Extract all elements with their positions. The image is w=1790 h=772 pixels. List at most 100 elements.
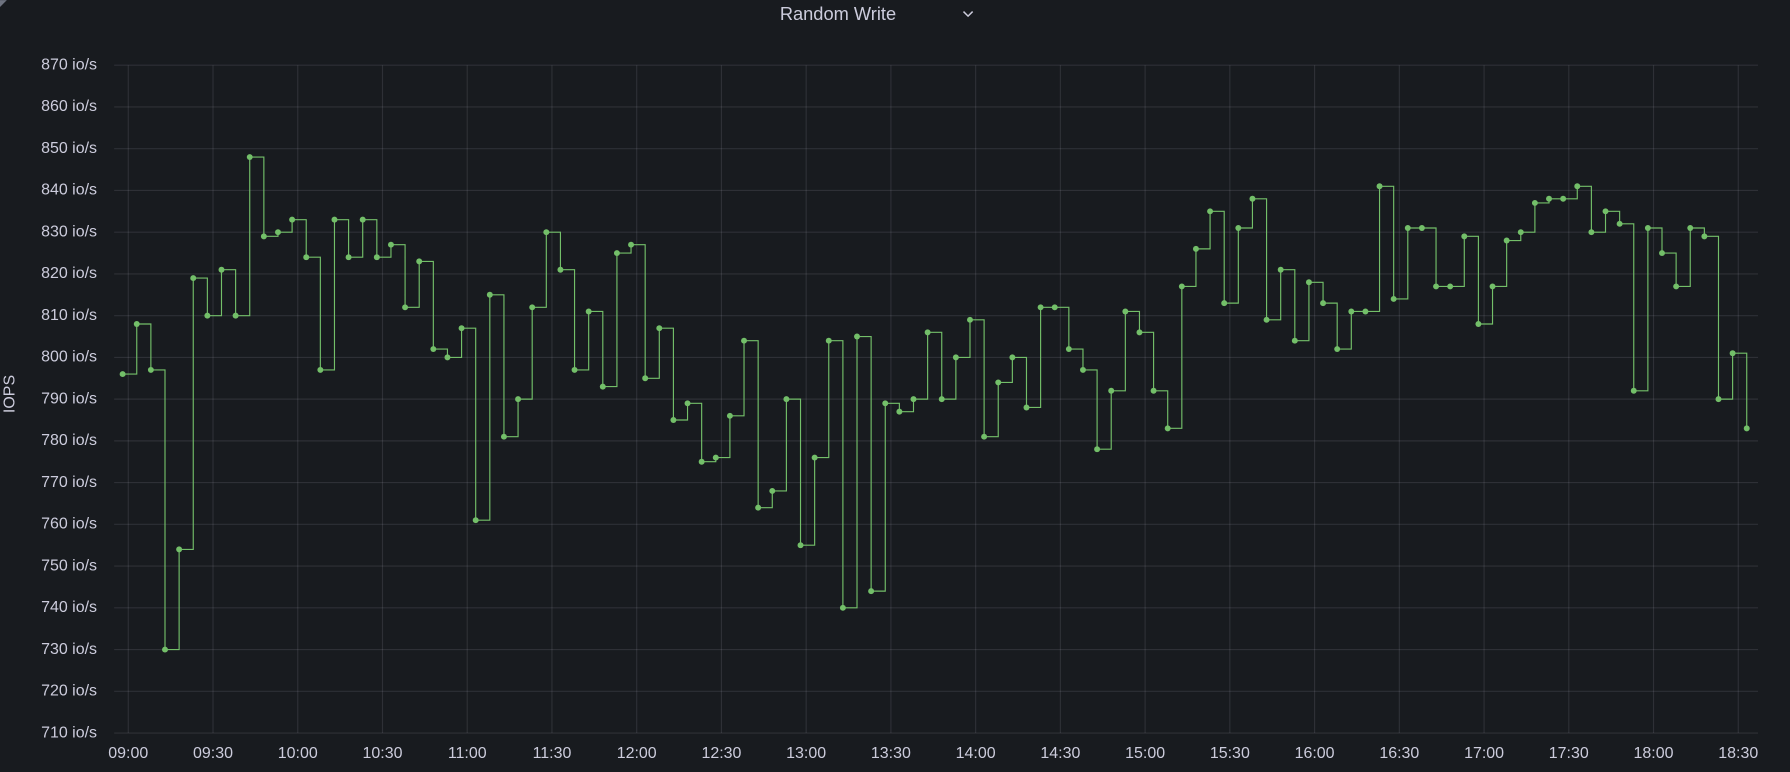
data-point [486,291,493,298]
data-point [797,542,804,549]
data-point [1404,225,1411,231]
x-tick-label: 17:30 [1549,745,1589,762]
data-point [1687,225,1694,231]
x-tick-label: 11:30 [533,745,572,762]
data-point [684,400,691,407]
data-point [1009,354,1016,361]
corner-icon [0,0,7,7]
data-point [882,400,889,407]
data-point [119,371,126,378]
x-tick-label: 10:30 [363,745,403,762]
data-point [599,383,606,390]
x-tick-label: 15:00 [1125,745,1165,762]
data-point [1150,387,1157,394]
data-point [1207,208,1214,215]
data-point [1517,229,1524,236]
data-point [1715,396,1722,403]
data-point [1433,283,1440,290]
data-point [670,417,677,423]
data-point [1080,366,1086,373]
chart-title[interactable]: Random Write [780,3,896,24]
data-point [543,229,550,236]
data-point [387,241,394,248]
data-point [1729,350,1736,357]
y-tick-label: 850 io/s [41,140,97,157]
data-point [1390,295,1397,302]
data-point [854,333,860,340]
series-line [122,156,1748,651]
y-tick-label: 790 io/s [41,390,97,407]
data-point [373,254,380,261]
data-point [190,275,197,282]
data-point [1136,329,1143,336]
data-point [1221,300,1228,307]
data-point [1334,346,1341,353]
data-point [1235,225,1242,231]
x-tick-label: 18:00 [1634,745,1674,762]
data-point [317,366,324,373]
data-point [1574,183,1581,190]
data-point [162,646,168,653]
y-tick-label: 820 io/s [41,265,97,282]
data-point [712,454,719,461]
data-point [741,337,747,344]
data-point [275,229,281,236]
y-tick-label: 730 io/s [41,641,97,658]
y-tick-label: 830 io/s [41,223,97,240]
x-tick-label: 09:00 [108,745,148,762]
data-point [529,304,536,311]
data-point [628,241,635,248]
data-point [1376,183,1383,190]
y-tick-label: 870 io/s [41,56,97,73]
data-point [1630,387,1637,394]
data-point [896,408,903,415]
x-tick-label: 17:00 [1464,745,1504,762]
data-point [1673,283,1680,290]
data-point [402,304,409,311]
data-point [1192,245,1199,252]
data-point [656,325,663,332]
data-point [825,337,832,344]
y-tick-label: 860 io/s [41,98,97,115]
data-point [303,254,310,261]
data-point [1263,316,1270,323]
data-point [1164,425,1171,432]
data-point [472,517,479,524]
y-tick-label: 750 io/s [41,557,97,574]
data-point [1588,229,1595,236]
data-point [938,396,945,403]
data-point [811,454,818,461]
data-point [1277,266,1284,273]
y-axis-label: IOPS [1,375,18,413]
data-point [444,354,451,361]
data-point [260,233,267,240]
data-point [133,321,140,327]
data-point [430,346,437,353]
data-point [1037,304,1044,311]
x-tick-label: 16:30 [1379,745,1419,762]
data-point [458,325,465,332]
data-point [246,154,253,161]
y-tick-label: 770 io/s [41,474,97,491]
data-point [726,412,733,419]
data-point [1023,404,1030,411]
y-tick-label: 710 io/s [41,724,97,741]
y-tick-label: 800 io/s [41,349,97,366]
x-tick-label: 13:00 [786,745,826,762]
x-tick-label: 15:30 [1210,745,1250,762]
data-point [500,433,507,440]
data-point [1531,199,1538,206]
data-point [769,487,776,494]
data-point [910,396,917,403]
data-point [1560,195,1567,202]
data-point [1418,225,1425,231]
data-point [981,433,988,440]
data-point [1475,321,1482,327]
y-tick-label: 840 io/s [41,182,97,199]
data-point [1701,233,1708,240]
data-point [924,329,931,336]
data-point [571,366,578,373]
title-chevron[interactable] [962,11,974,18]
x-tick-label: 11:00 [448,745,487,762]
